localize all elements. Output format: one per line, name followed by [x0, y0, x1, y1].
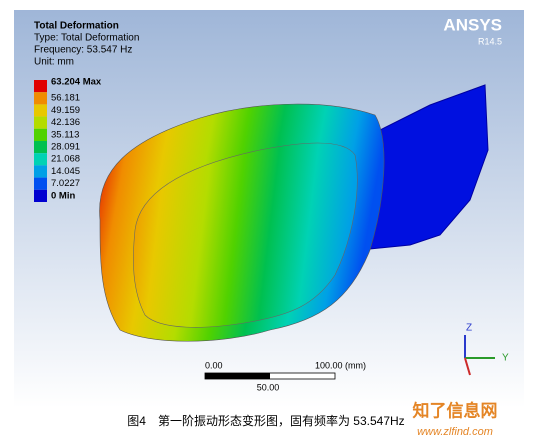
legend-label: 28.091 — [51, 142, 80, 153]
legend-swatch — [34, 189, 47, 202]
scale-middle: 50.00 — [257, 382, 280, 392]
legend-label: 7.0227 — [51, 178, 80, 189]
legend-swatch — [34, 153, 47, 166]
axis-z: Z — [466, 323, 472, 334]
logo-version: R14.5 — [478, 36, 502, 46]
watermark-name: 知了信息网 — [412, 400, 498, 420]
legend-swatch — [34, 104, 47, 117]
legend-swatch — [34, 80, 47, 93]
scale-right: 100.00 (mm) — [315, 360, 366, 370]
legend-label: 42.136 — [51, 117, 80, 128]
watermark-url: www.zlfind.com — [417, 426, 493, 438]
logo: ANSYS — [443, 15, 502, 34]
result-frequency: Frequency: 53.547 Hz — [34, 45, 132, 56]
scale-bar: 0.00 100.00 (mm) 50.00 — [204, 360, 366, 392]
legend-swatch — [34, 177, 47, 190]
result-title: Total Deformation — [34, 21, 119, 32]
mirror-glass — [133, 142, 358, 328]
legend-label: 63.204 Max — [51, 77, 102, 88]
legend-swatch — [34, 92, 47, 105]
legend-label: 14.045 — [51, 166, 80, 177]
legend-label: 56.181 — [51, 93, 80, 104]
legend-label: 21.068 — [51, 154, 80, 165]
caption: 图4 第一阶振动形态变形图，固有频率为 53.547Hz — [127, 413, 404, 428]
axis-triad: Z Y — [464, 323, 509, 376]
legend-swatch — [34, 128, 47, 141]
legend-swatch — [34, 141, 47, 154]
legend-label: 49.159 — [51, 105, 80, 116]
legend-label: 35.113 — [51, 129, 79, 140]
legend-swatch — [34, 116, 47, 129]
scale-left: 0.00 — [205, 360, 223, 370]
axis-y: Y — [502, 353, 509, 364]
legend-label: 0 Min — [51, 190, 75, 201]
result-unit: Unit: mm — [34, 57, 74, 68]
legend-swatch — [34, 165, 47, 178]
result-type: Type: Total Deformation — [34, 33, 139, 44]
